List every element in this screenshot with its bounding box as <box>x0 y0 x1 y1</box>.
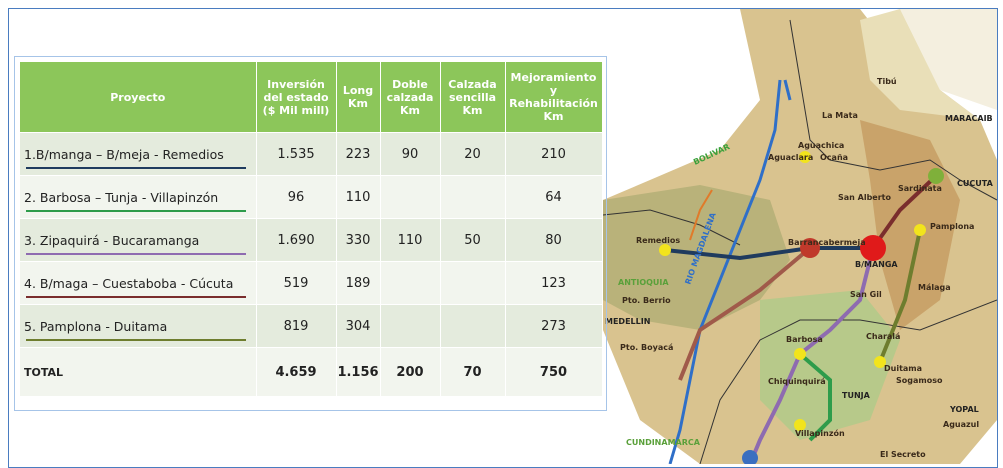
total-cell: 1.156 <box>336 348 380 397</box>
table-cell: 304 <box>336 305 380 348</box>
table-cell: 189 <box>336 262 380 305</box>
total-cell: 750 <box>505 348 602 397</box>
table-cell: 1.B/manga – B/meja - Remedios <box>20 133 256 176</box>
map-label: Ocaña <box>820 153 848 162</box>
map-label: El Secreto <box>880 450 926 459</box>
table-cell: 1.535 <box>256 133 336 176</box>
map-label: La Mata <box>822 111 858 120</box>
table-cell: 110 <box>380 219 440 262</box>
table-cell: 330 <box>336 219 380 262</box>
map-label: B/MANGA <box>855 260 898 269</box>
map-label: Aguazul <box>943 420 979 429</box>
map-label: Aguaclara <box>768 153 813 162</box>
table-cell: 2. Barbosa – Tunja - Villapinzón <box>20 176 256 219</box>
map-label: Barbosa <box>786 335 823 344</box>
table-cell: 3. Zipaquirá - Bucaramanga <box>20 219 256 262</box>
header-cell: Proyecto <box>20 62 256 133</box>
route-line <box>26 167 246 169</box>
header-cell: Inversión del estado ($ Mil mill) <box>256 62 336 133</box>
header-cell: Long Km <box>336 62 380 133</box>
map-label: Málaga <box>918 283 951 292</box>
table-cell: 210 <box>505 133 602 176</box>
table-cell: 110 <box>336 176 380 219</box>
table-cell <box>440 176 505 219</box>
map-label: Villapinzón <box>795 428 845 438</box>
map-label: CUCUTA <box>957 179 994 188</box>
route-line <box>26 296 246 298</box>
map-label: Tibú <box>877 77 897 86</box>
table-cell: 273 <box>505 305 602 348</box>
table-cell <box>380 262 440 305</box>
header-cell: Calzada sencilla Km <box>440 62 505 133</box>
table-cell: 819 <box>256 305 336 348</box>
map-label: YOPAL <box>949 405 979 414</box>
map-label: TUNJA <box>842 391 871 400</box>
map-label: MARACAIB <box>945 114 993 123</box>
header-cell: Mejoramiento y Rehabilitación Km <box>505 62 602 133</box>
table-cell: 50 <box>440 219 505 262</box>
map-label: Barrancabermeja <box>788 238 866 247</box>
table-cell: 1.690 <box>256 219 336 262</box>
map-label: San Gil <box>850 290 882 299</box>
page: {"table": { "header": ["Proyecto", "Inve… <box>0 0 1003 464</box>
total-cell: 200 <box>380 348 440 397</box>
table-cell: 519 <box>256 262 336 305</box>
table-cell: 123 <box>505 262 602 305</box>
map-label: Pto. Berrio <box>622 296 671 305</box>
table-cell: 90 <box>380 133 440 176</box>
table-cell <box>440 305 505 348</box>
table-cell: 96 <box>256 176 336 219</box>
header-cell: Doble calzada Km <box>380 62 440 133</box>
map-label: Chiquinquirá <box>768 377 826 386</box>
table-cell: 4. B/maga – Cuestaboba - Cúcuta <box>20 262 256 305</box>
map-label: San Alberto <box>838 193 891 202</box>
map-label: Duitama <box>884 364 922 373</box>
map-label: Aguachica <box>798 141 844 150</box>
route-line <box>26 210 246 212</box>
map-label: Pto. Boyacá <box>620 343 673 352</box>
map-label: ANTIOQUIA <box>618 278 669 287</box>
map-label: Sardinata <box>898 184 942 193</box>
map-label: Sogamoso <box>896 376 943 385</box>
total-cell: 70 <box>440 348 505 397</box>
map-label: MEDELLIN <box>605 317 650 326</box>
table-cell: 80 <box>505 219 602 262</box>
map-label: Charalá <box>866 332 900 341</box>
route-line <box>26 253 246 255</box>
route-line <box>26 339 246 341</box>
table-cell <box>380 305 440 348</box>
map-label: CUNDINAMARCA <box>626 438 701 447</box>
table-cell <box>440 262 505 305</box>
table-cell <box>380 176 440 219</box>
table-cell: 5. Pamplona - Duitama <box>20 305 256 348</box>
total-cell: TOTAL <box>20 348 256 397</box>
map-label: Pamplona <box>930 222 974 231</box>
table-cell: 20 <box>440 133 505 176</box>
table-cell: 223 <box>336 133 380 176</box>
total-cell: 4.659 <box>256 348 336 397</box>
table-cell: 64 <box>505 176 602 219</box>
map-label: Remedios <box>636 236 680 245</box>
